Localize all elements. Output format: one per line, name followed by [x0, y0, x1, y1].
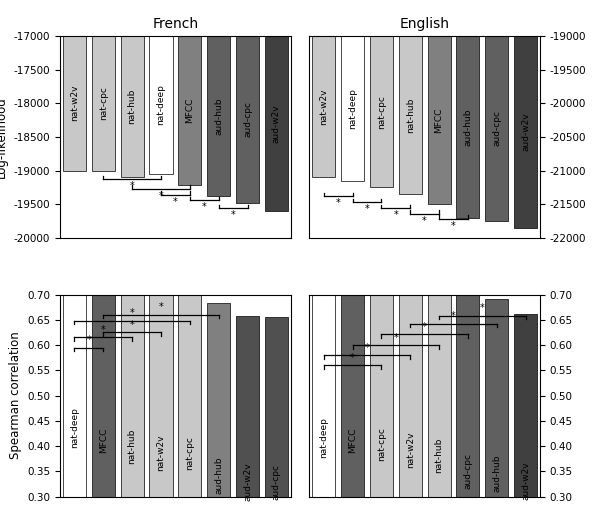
Text: nat-w2v: nat-w2v — [157, 435, 166, 471]
Text: aud-w2v: aud-w2v — [272, 104, 281, 143]
Bar — [121, 36, 143, 177]
Title: English: English — [400, 16, 449, 31]
Text: MFCC: MFCC — [99, 428, 108, 453]
Text: MFCC: MFCC — [348, 428, 357, 453]
Text: aud-w2v: aud-w2v — [521, 462, 530, 500]
Text: MFCC: MFCC — [185, 98, 194, 123]
Bar — [427, 263, 451, 497]
Bar — [178, 36, 202, 185]
Text: nat-hub: nat-hub — [128, 429, 137, 464]
Text: *: * — [451, 221, 456, 231]
Bar — [236, 36, 259, 203]
Text: nat-w2v: nat-w2v — [406, 431, 415, 467]
Text: aud-hub: aud-hub — [214, 97, 223, 135]
Text: nat-hub: nat-hub — [128, 89, 137, 124]
Text: aud-cpc: aud-cpc — [243, 101, 252, 137]
Text: aud-w2v: aud-w2v — [243, 463, 252, 501]
Text: *: * — [130, 308, 134, 318]
Text: *: * — [173, 197, 178, 207]
Bar — [427, 36, 451, 204]
Bar — [265, 317, 288, 497]
Text: aud-w2v: aud-w2v — [521, 113, 530, 151]
Text: *: * — [158, 302, 163, 312]
Text: *: * — [86, 335, 91, 345]
Text: aud-cpc: aud-cpc — [463, 453, 472, 488]
Bar — [370, 36, 393, 187]
Bar — [514, 314, 537, 497]
Bar — [370, 239, 393, 497]
Text: *: * — [422, 216, 427, 226]
Text: nat-deep: nat-deep — [157, 84, 166, 125]
Bar — [514, 36, 537, 228]
Bar — [149, 36, 173, 174]
Bar — [485, 298, 508, 497]
Bar — [178, 258, 202, 497]
Text: nat-cpc: nat-cpc — [377, 95, 386, 129]
Text: nat-w2v: nat-w2v — [319, 89, 328, 125]
Text: aud-cpc: aud-cpc — [272, 464, 281, 501]
Text: nat-deep: nat-deep — [70, 407, 79, 447]
Bar — [92, 233, 115, 497]
Bar — [398, 250, 422, 497]
Y-axis label: Log-likelihood: Log-likelihood — [0, 96, 8, 178]
Text: *: * — [231, 210, 235, 220]
Bar — [207, 303, 230, 497]
Text: aud-hub: aud-hub — [214, 457, 223, 495]
Bar — [265, 36, 288, 211]
Text: nat-hub: nat-hub — [434, 438, 443, 474]
Text: *: * — [158, 191, 163, 201]
Text: *: * — [480, 303, 485, 313]
Text: nat-cpc: nat-cpc — [377, 426, 386, 460]
Bar — [457, 36, 479, 218]
Title: French: French — [152, 16, 199, 31]
Text: nat-deep: nat-deep — [319, 417, 328, 458]
Bar — [457, 293, 479, 497]
Text: nat-w2v: nat-w2v — [70, 85, 79, 121]
Text: aud-hub: aud-hub — [463, 108, 472, 145]
Text: *: * — [394, 210, 398, 220]
Text: aud-cpc: aud-cpc — [492, 111, 501, 146]
Text: *: * — [365, 343, 369, 353]
Y-axis label: Spearman correlation: Spearman correlation — [8, 332, 22, 459]
Bar — [312, 226, 335, 497]
Text: *: * — [365, 204, 369, 214]
Text: MFCC: MFCC — [434, 108, 443, 133]
Bar — [485, 36, 508, 221]
Text: *: * — [422, 322, 427, 331]
Bar — [341, 36, 364, 181]
Text: *: * — [350, 353, 355, 363]
Text: nat-hub: nat-hub — [406, 97, 415, 133]
Text: *: * — [130, 320, 134, 330]
Bar — [149, 257, 173, 497]
Text: nat-deep: nat-deep — [348, 88, 357, 129]
Text: aud-hub: aud-hub — [492, 455, 501, 492]
Bar — [312, 36, 335, 177]
Text: *: * — [336, 198, 340, 208]
Bar — [121, 245, 143, 497]
Bar — [398, 36, 422, 194]
Text: *: * — [394, 333, 398, 343]
Bar — [236, 316, 259, 497]
Text: nat-cpc: nat-cpc — [185, 436, 194, 470]
Bar — [207, 36, 230, 196]
Text: nat-cpc: nat-cpc — [99, 86, 108, 120]
Text: *: * — [202, 202, 206, 212]
Bar — [92, 36, 115, 170]
Bar — [63, 36, 86, 170]
Text: *: * — [451, 311, 456, 322]
Bar — [341, 232, 364, 497]
Bar — [63, 206, 86, 497]
Text: *: * — [101, 325, 106, 335]
Text: *: * — [130, 181, 134, 191]
